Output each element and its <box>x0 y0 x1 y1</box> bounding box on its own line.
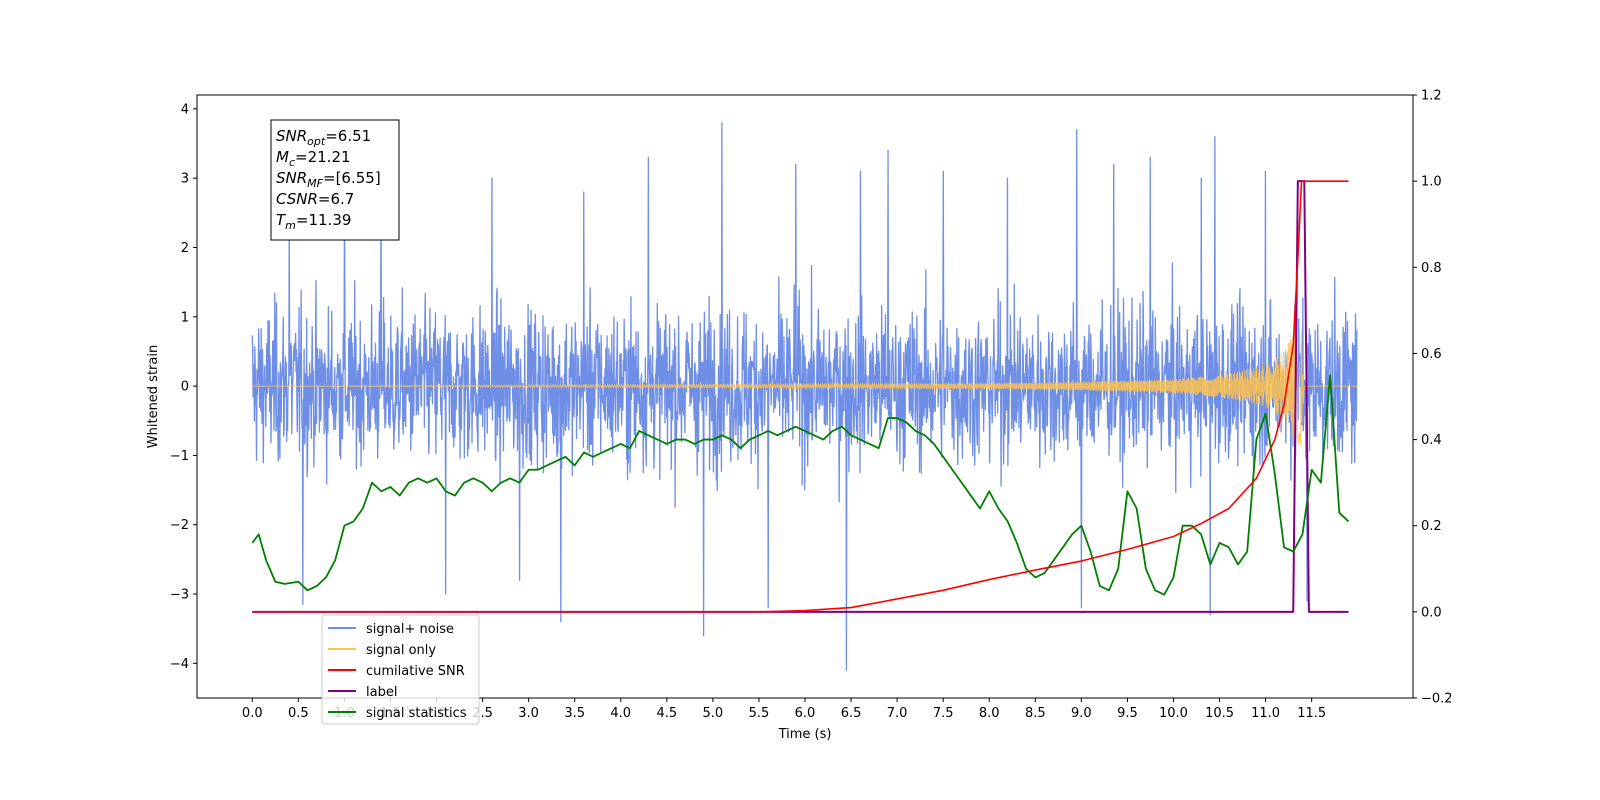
x-tick-label: 5.0 <box>703 706 724 721</box>
x-tick-label: 11.5 <box>1297 706 1326 721</box>
y2-tick-label: −0.2 <box>1421 692 1453 707</box>
signal-noise-layer <box>251 122 1358 671</box>
y2-tick-label: 0.4 <box>1421 433 1442 448</box>
legend-label: signal only <box>366 643 436 658</box>
series-signal-noise-line <box>251 122 1358 671</box>
x-tick-label: 7.5 <box>933 706 954 721</box>
info-box-frame <box>270 119 400 241</box>
x-tick-label: 8.5 <box>1025 706 1046 721</box>
legend: signal+ noise signal only cumilative SNR la… <box>321 614 480 725</box>
x-axis-label: Time (s) <box>778 727 832 742</box>
x-tick-label: 6.5 <box>841 706 862 721</box>
legend-frame <box>321 614 480 725</box>
y-tick-label: 2 <box>181 241 189 256</box>
info-box-line: Tm=11.39 <box>276 211 351 232</box>
info-box-line: SNRMF=[6.55] <box>276 169 381 190</box>
y2-tick-label: 0.0 <box>1421 605 1442 620</box>
x-tick-label: 6.0 <box>795 706 816 721</box>
x-tick-label: 0.0 <box>242 706 263 721</box>
right-axis-lines-layer <box>251 180 1350 613</box>
legend-label: signal statistics <box>366 706 467 721</box>
legend-label: label <box>366 685 397 700</box>
series-signal-statistics-line <box>251 374 1350 596</box>
y2-tick-label: 0.8 <box>1421 261 1442 276</box>
x-tick-label: 3.0 <box>518 706 539 721</box>
x-tick-label: 4.5 <box>656 706 677 721</box>
info-box-line: CSNR=6.7 <box>276 190 354 208</box>
x-tick-label: 9.0 <box>1071 706 1092 721</box>
y-tick-label: −2 <box>170 518 189 533</box>
x-tick-label: 4.0 <box>610 706 631 721</box>
y-tick-label: 4 <box>181 102 189 117</box>
series-signal-only-line <box>252 331 1357 446</box>
x-tick-label: 5.5 <box>749 706 770 721</box>
info-box-line: Mc=21.21 <box>276 148 351 169</box>
y-tick-label: −1 <box>170 449 189 464</box>
legend-label: cumilative SNR <box>366 664 465 679</box>
x-tick-label: 7.0 <box>887 706 908 721</box>
x-tick-label: 11.0 <box>1251 706 1280 721</box>
y2-tick-label: 1.0 <box>1421 175 1442 190</box>
y-tick-label: −4 <box>170 657 189 672</box>
signal-only-layer <box>252 331 1357 446</box>
x-tick-label: 10.0 <box>1159 706 1188 721</box>
y-tick-label: 3 <box>181 172 189 187</box>
info-box-line: SNRopt=6.51 <box>276 127 371 148</box>
y-axis-label: Whitened strain <box>146 345 161 448</box>
y-tick-label: 1 <box>181 310 189 325</box>
y-tick-label: 0 <box>181 380 189 395</box>
y-tick-label: −3 <box>170 588 189 603</box>
x-tick-label: 10.5 <box>1205 706 1234 721</box>
x-tick-label: 8.0 <box>979 706 1000 721</box>
x-tick-label: 9.5 <box>1117 706 1138 721</box>
series-cumulative-snr-line <box>252 180 1349 613</box>
y2-tick-label: 0.6 <box>1421 347 1442 362</box>
x-tick-label: 0.5 <box>288 706 309 721</box>
x-tick-label: 3.5 <box>564 706 585 721</box>
y2-tick-label: 0.2 <box>1421 519 1442 534</box>
y2-tick-label: 1.2 <box>1421 89 1442 104</box>
legend-label: signal+ noise <box>366 622 454 637</box>
